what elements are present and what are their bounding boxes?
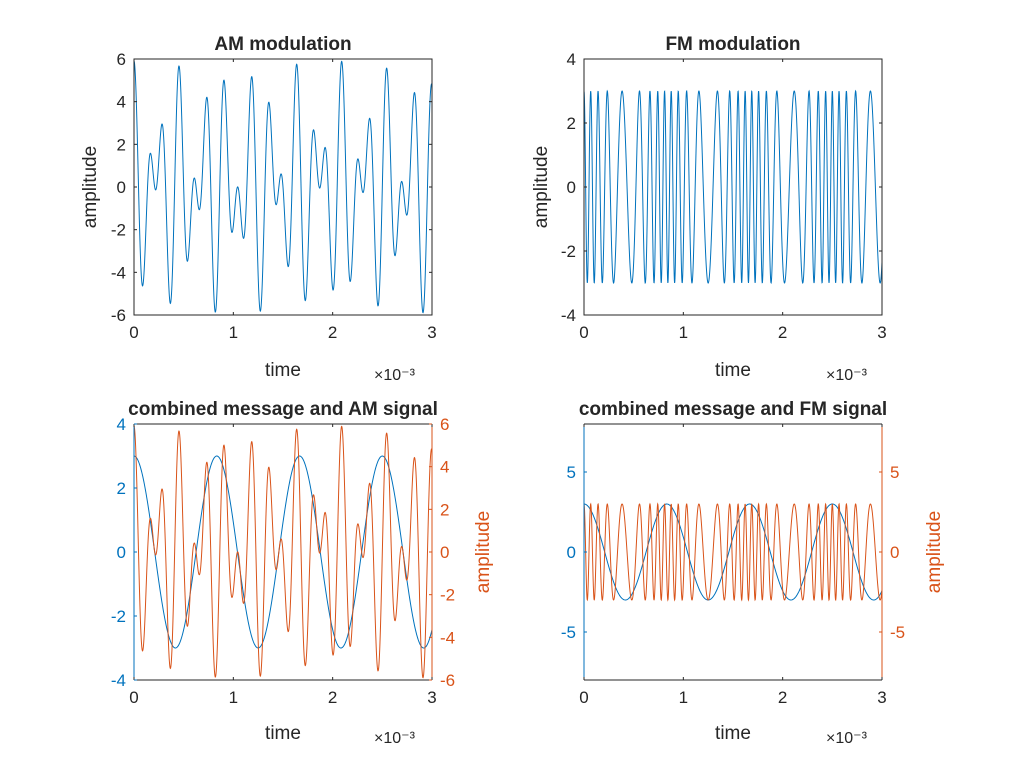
am-ytick-label: -6 [111,306,126,325]
combined-fm-xtick-label: 1 [679,688,688,707]
am-xlabel: time [265,360,301,381]
am-ytick-label: 4 [117,93,126,112]
combined-fm-x-exponent: ×10⁻³ [826,730,868,747]
combined-am-series-message-line [134,455,432,649]
combined-fm-series-fm-signal-line [584,502,882,602]
combined-am-ytick-label: -4 [111,671,126,690]
fm-ticks: 0 1 2 3 -4 -2 0 2 4 [561,50,887,342]
combined-am-y2tick-label: 6 [440,415,449,434]
panel-combined-fm: combined message and FM signal time ampl… [561,399,945,747]
fm-ytick-label: 0 [567,178,576,197]
am-ytick-label: -4 [111,263,126,282]
combined-am-title: combined message and AM signal [128,399,438,420]
fm-ytick-label: 4 [567,50,576,69]
am-xtick-label: 3 [427,323,436,342]
combined-fm-xtick-label: 3 [877,688,886,707]
combined-fm-plot-area [584,502,882,602]
fm-ylabel: amplitude [531,146,552,228]
combined-am-y2tick-label: -2 [440,586,455,605]
am-series-am-signal-line [134,60,432,314]
combined-fm-xtick-label: 0 [579,688,588,707]
am-x-exponent: ×10⁻³ [374,367,416,384]
combined-am-ytick-label: 4 [117,415,126,434]
fm-ytick-label: -4 [561,306,576,325]
combined-fm-title: combined message and FM signal [579,399,887,420]
combined-fm-xlabel: time [715,723,751,744]
combined-am-y2tick-label: -4 [440,628,455,647]
am-xtick-label: 1 [229,323,238,342]
panel-combined-am: combined message and AM signal time ampl… [111,399,494,747]
combined-am-xtick-label: 2 [328,688,337,707]
panel-am-modulation: AM modulation time amplitude ×10⁻³ 0 1 2 3 -… [80,34,437,384]
fm-xtick-label: 1 [679,323,688,342]
combined-am-xtick-label: 1 [229,688,238,707]
am-ytick-label: -2 [111,221,126,240]
am-xtick-label: 2 [328,323,337,342]
combined-fm-ytick-label: 0 [567,543,576,562]
combined-am-ytick-label: 0 [117,543,126,562]
am-xtick-label: 0 [129,323,138,342]
am-ticks: 0 1 2 3 -6 -4 -2 0 2 4 6 [111,50,437,342]
fm-plot-area [584,89,882,285]
am-title: AM modulation [214,34,351,55]
fm-ytick-label: 2 [567,114,576,133]
combined-fm-y2tick-label: 5 [890,463,899,482]
combined-am-y2tick-label: 0 [440,543,449,562]
fm-series-fm-signal-line [584,89,882,285]
fm-xlabel: time [715,360,751,381]
combined-am-xlabel: time [265,723,301,744]
combined-fm-ytick-label: 5 [567,463,576,482]
combined-fm-ticks: 0 1 2 3 -5 0 5 -5 0 5 [561,424,905,707]
combined-am-ytick-label: -2 [111,607,126,626]
panel-fm-modulation: FM modulation time amplitude ×10⁻³ 0 1 2 3 -… [531,34,887,384]
am-ytick-label: 2 [117,135,126,154]
am-ytick-label: 0 [117,178,126,197]
combined-am-x-exponent: ×10⁻³ [374,730,416,747]
combined-am-ytick-label: 2 [117,479,126,498]
combined-am-y2label: amplitude [473,511,494,593]
combined-am-y2tick-label: 4 [440,458,449,477]
am-plot-area [134,60,432,314]
combined-am-ticks: 0 1 2 3 -4 -2 0 2 4 -6 -4 -2 0 2 4 6 [111,415,455,707]
combined-fm-xtick-label: 2 [778,688,787,707]
fm-title: FM modulation [665,34,800,55]
combined-am-xtick-label: 0 [129,688,138,707]
combined-am-plot-area [134,425,432,679]
combined-fm-ytick-label: -5 [561,623,576,642]
combined-fm-y2tick-label: 0 [890,543,899,562]
fm-ytick-label: -2 [561,242,576,261]
combined-fm-y2label: amplitude [924,511,945,593]
fm-xtick-label: 0 [579,323,588,342]
combined-am-y2tick-label: -6 [440,671,455,690]
combined-am-y2tick-label: 2 [440,500,449,519]
fm-xtick-label: 3 [877,323,886,342]
fm-x-exponent: ×10⁻³ [826,367,868,384]
fm-xtick-label: 2 [778,323,787,342]
combined-fm-y2tick-label: -5 [890,623,905,642]
am-ylabel: amplitude [80,146,101,228]
combined-am-xtick-label: 3 [427,688,436,707]
am-ytick-label: 6 [117,50,126,69]
combined-am-series-am-signal-line [134,425,432,679]
